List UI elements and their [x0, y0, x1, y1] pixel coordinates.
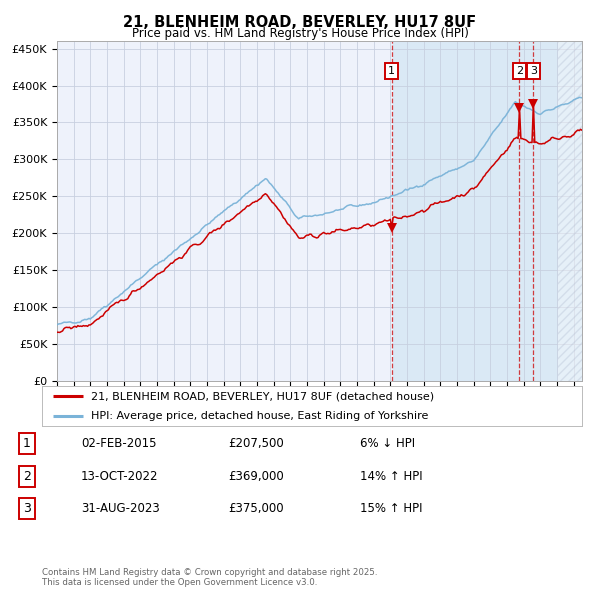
Text: 2: 2: [23, 470, 31, 483]
Text: 1: 1: [388, 66, 395, 76]
Text: 15% ↑ HPI: 15% ↑ HPI: [360, 502, 422, 515]
Text: 02-FEB-2015: 02-FEB-2015: [81, 437, 157, 450]
Text: 13-OCT-2022: 13-OCT-2022: [81, 470, 158, 483]
Text: HPI: Average price, detached house, East Riding of Yorkshire: HPI: Average price, detached house, East…: [91, 411, 428, 421]
Text: £207,500: £207,500: [228, 437, 284, 450]
Text: Contains HM Land Registry data © Crown copyright and database right 2025.
This d: Contains HM Land Registry data © Crown c…: [42, 568, 377, 587]
Text: 3: 3: [530, 66, 537, 76]
Text: £369,000: £369,000: [228, 470, 284, 483]
Text: 14% ↑ HPI: 14% ↑ HPI: [360, 470, 422, 483]
Text: 2: 2: [516, 66, 523, 76]
Text: 21, BLENHEIM ROAD, BEVERLEY, HU17 8UF: 21, BLENHEIM ROAD, BEVERLEY, HU17 8UF: [124, 15, 476, 30]
Text: 6% ↓ HPI: 6% ↓ HPI: [360, 437, 415, 450]
Text: 3: 3: [23, 502, 31, 515]
Text: £375,000: £375,000: [228, 502, 284, 515]
Text: 1: 1: [23, 437, 31, 450]
Text: Price paid vs. HM Land Registry's House Price Index (HPI): Price paid vs. HM Land Registry's House …: [131, 27, 469, 40]
Text: 31-AUG-2023: 31-AUG-2023: [81, 502, 160, 515]
Text: 21, BLENHEIM ROAD, BEVERLEY, HU17 8UF (detached house): 21, BLENHEIM ROAD, BEVERLEY, HU17 8UF (d…: [91, 391, 434, 401]
